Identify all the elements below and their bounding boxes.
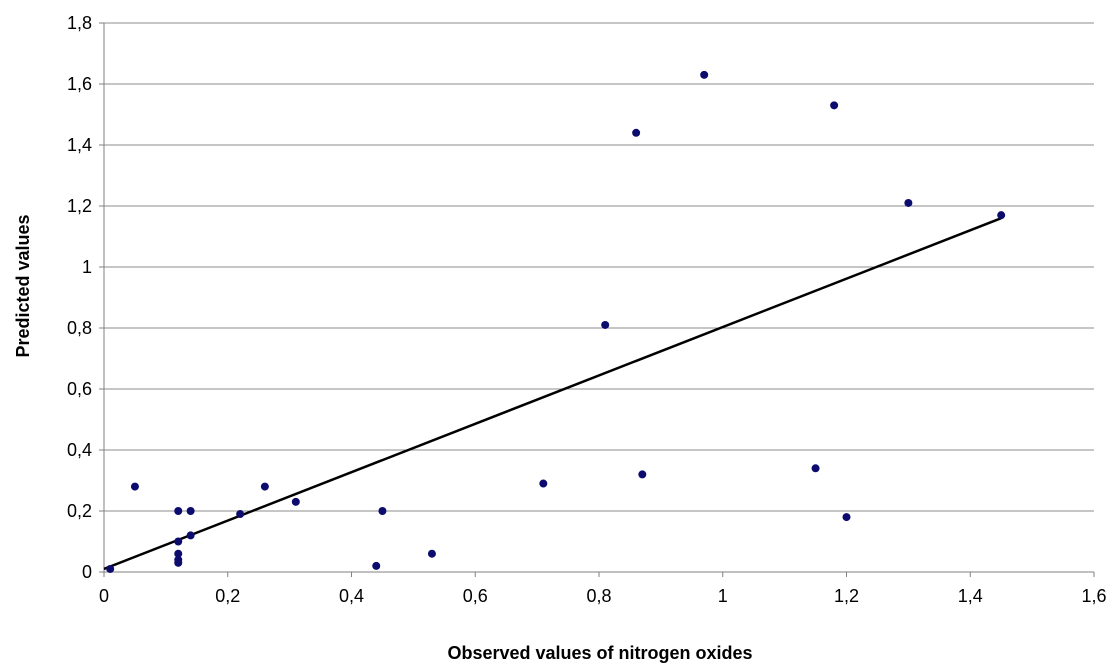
- x-tick-label: 0,6: [463, 586, 488, 606]
- y-tick-label: 1,8: [67, 13, 92, 33]
- data-point: [186, 507, 195, 515]
- data-point: [291, 497, 300, 506]
- x-tick-label: 0: [99, 586, 109, 606]
- data-point: [632, 128, 641, 137]
- data-point: [539, 479, 548, 488]
- y-tick-label: 1,2: [67, 196, 92, 216]
- y-tick-label: 1,6: [67, 74, 92, 94]
- x-tick-label: 1: [718, 586, 728, 606]
- x-axis-title: Observed values of nitrogen oxides: [447, 643, 752, 663]
- data-points: [106, 70, 1006, 573]
- data-point: [174, 549, 183, 558]
- data-point: [842, 513, 851, 522]
- x-tick-label: 0,8: [586, 586, 611, 606]
- data-point: [260, 482, 269, 491]
- data-point: [700, 70, 709, 79]
- x-tick-label: 1,2: [834, 586, 859, 606]
- data-point: [638, 470, 647, 479]
- y-tick-label: 0,2: [67, 501, 92, 521]
- data-point: [601, 320, 610, 329]
- y-tick-label: 0,8: [67, 318, 92, 338]
- data-point: [174, 558, 183, 567]
- data-point: [811, 464, 820, 473]
- trendline: [103, 217, 1002, 571]
- y-tick-label: 1: [82, 257, 92, 277]
- y-tick-label: 1,4: [67, 135, 92, 155]
- data-point: [174, 537, 183, 546]
- data-point: [904, 198, 913, 207]
- data-point: [427, 549, 436, 558]
- x-tick-label: 1,4: [958, 586, 983, 606]
- y-tick-labels: 0 0,2 0,4 0,6 0,8 1 1,2 1,4 1,6 1,8: [67, 13, 92, 582]
- trendline-layer: [103, 217, 1002, 571]
- x-tick-label: 0,4: [339, 586, 364, 606]
- y-tick-label: 0,6: [67, 379, 92, 399]
- axes: [99, 22, 1095, 577]
- y-axis-title: Predicted values: [13, 214, 33, 357]
- data-point: [997, 211, 1006, 220]
- y-tick-label: 0,4: [67, 440, 92, 460]
- data-point: [130, 482, 139, 491]
- gridlines: [104, 22, 1094, 512]
- x-tick-label: 1,6: [1081, 586, 1106, 606]
- data-point: [106, 564, 115, 573]
- data-point: [372, 561, 381, 570]
- data-point: [174, 507, 183, 515]
- x-tick-label: 0,2: [215, 586, 240, 606]
- data-point: [186, 531, 195, 540]
- data-point: [378, 507, 387, 515]
- x-tick-labels: 0 0,2 0,4 0,6 0,8 1 1,2 1,4 1,6: [99, 586, 1107, 606]
- y-tick-label: 0: [82, 562, 92, 582]
- data-point: [236, 510, 245, 519]
- data-point: [830, 101, 839, 110]
